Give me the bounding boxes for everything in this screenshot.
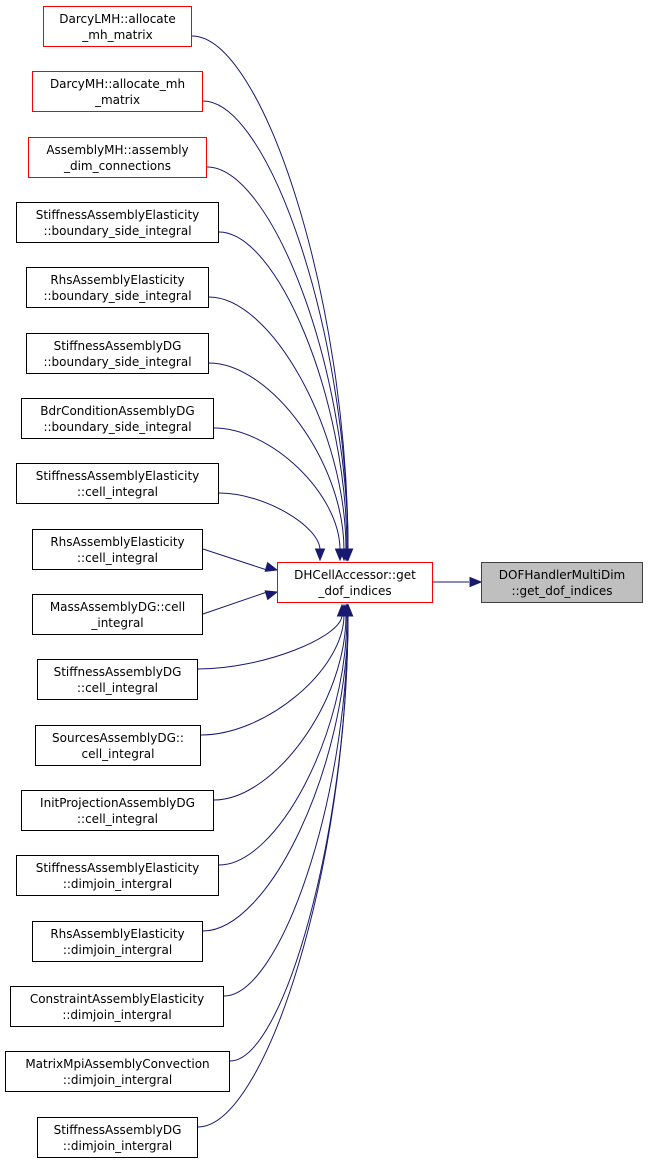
call-edge: [218, 492, 321, 551]
node-label: RhsAssemblyElasticity: [50, 534, 185, 549]
node-caller[interactable]: BdrConditionAssemblyDG::boundary_side_in…: [21, 398, 214, 439]
node-caller[interactable]: InitProjectionAssemblyDG::cell_integral: [21, 790, 214, 831]
node-caller[interactable]: AssemblyMH::assembly _dim_connections: [28, 137, 207, 178]
node-center[interactable]: DHCellAccessor::get _dof_indices: [277, 562, 433, 603]
node-label: DarcyMH::allocate_mh: [49, 76, 186, 91]
node-label: DOFHandlerMultiDim: [498, 567, 626, 582]
node-caller[interactable]: RhsAssemblyElasticity::dimjoin_intergral: [32, 921, 203, 962]
node-caller[interactable]: MassAssemblyDG::cell _integral: [32, 594, 203, 635]
node-label: _mh_matrix: [82, 27, 153, 42]
node-label: DarcyLMH::allocate: [59, 11, 176, 26]
node-label: ConstraintAssemblyElasticity: [29, 991, 205, 1006]
call-edge: [200, 614, 345, 736]
node-caller[interactable]: StiffnessAssemblyElasticity::dimjoin_int…: [16, 855, 219, 896]
node-label: _matrix: [94, 92, 141, 107]
node-label: StiffnessAssemblyDG: [53, 664, 182, 679]
node-label: ::cell_integral: [77, 811, 158, 826]
node-caller[interactable]: RhsAssemblyElasticity::cell_integral: [32, 529, 203, 570]
node-label: ::dimjoin_intergral: [62, 1138, 173, 1153]
call-edge: [208, 362, 345, 551]
node-label: RhsAssemblyElasticity: [50, 272, 185, 287]
arrow-head: [342, 603, 354, 617]
call-edge: [223, 614, 349, 997]
call-edge: [218, 614, 348, 866]
node-caller[interactable]: ConstraintAssemblyElasticity::dimjoin_in…: [10, 986, 224, 1027]
node-label: ::boundary_side_integral: [43, 223, 192, 238]
node-caller[interactable]: MatrixMpiAssemblyConvection::dimjoin_int…: [5, 1051, 230, 1092]
node-caller[interactable]: StiffnessAssemblyElasticity::boundary_si…: [16, 202, 219, 243]
node-target[interactable]: DOFHandlerMultiDim ::get_dof_indices: [481, 562, 643, 603]
node-label: ::cell_integral: [77, 484, 158, 499]
node-label: StiffnessAssemblyDG: [53, 1122, 182, 1137]
node-caller[interactable]: DarcyMH::allocate_mh _matrix: [32, 71, 203, 112]
node-label: StiffnessAssemblyElasticity: [35, 860, 200, 875]
call-edge: [191, 35, 349, 551]
node-caller[interactable]: RhsAssemblyElasticity::boundary_side_int…: [26, 267, 209, 308]
node-caller[interactable]: StiffnessAssemblyDG::boundary_side_integ…: [26, 333, 209, 374]
arrow-head: [264, 590, 279, 601]
call-edge: [197, 614, 349, 1128]
node-caller[interactable]: StiffnessAssemblyDG::cell_integral: [37, 659, 198, 700]
node-caller[interactable]: StiffnessAssemblyDG::dimjoin_intergral: [37, 1117, 198, 1158]
node-label: DHCellAccessor::get: [294, 567, 416, 582]
call-edge: [206, 166, 349, 551]
call-edge: [202, 591, 268, 615]
node-label: AssemblyMH::assembly: [46, 142, 189, 157]
node-label: MatrixMpiAssemblyConvection: [25, 1056, 210, 1071]
node-label: StiffnessAssemblyElasticity: [35, 207, 200, 222]
node-label: _dof_indices: [318, 583, 392, 598]
node-label: StiffnessAssemblyElasticity: [35, 468, 200, 483]
node-label: StiffnessAssemblyDG: [53, 338, 182, 353]
node-label: InitProjectionAssemblyDG: [40, 795, 195, 810]
node-label: ::dimjoin_intergral: [62, 876, 173, 891]
call-edge: [213, 427, 341, 551]
node-label: ::dimjoin_intergral: [62, 942, 173, 957]
call-edge: [208, 296, 347, 551]
node-label: ::cell_integral: [77, 550, 158, 565]
node-label: ::get_dof_indices: [511, 583, 613, 598]
call-edge: [202, 614, 349, 932]
node-label: _dim_connections: [63, 158, 171, 173]
node-caller[interactable]: DarcyLMH::allocate _mh_matrix: [43, 6, 192, 47]
arrow-head: [469, 576, 483, 588]
node-caller[interactable]: SourcesAssemblyDG:: cell_integral: [35, 725, 201, 766]
arrow-head: [264, 561, 279, 572]
node-label: cell_integral: [81, 746, 155, 761]
call-edge: [202, 548, 268, 571]
node-label: MassAssemblyDG::cell: [49, 599, 186, 614]
call-edge: [197, 614, 343, 670]
call-edge: [202, 100, 349, 551]
node-caller[interactable]: StiffnessAssemblyElasticity::cell_integr…: [16, 463, 219, 504]
arrow-head: [334, 548, 346, 562]
node-label: ::boundary_side_integral: [43, 354, 192, 369]
arrow-head: [314, 548, 326, 562]
node-label: ::boundary_side_integral: [43, 288, 192, 303]
node-label: BdrConditionAssemblyDG: [40, 403, 195, 418]
node-label: _integral: [91, 615, 144, 630]
node-label: SourcesAssemblyDG::: [52, 730, 184, 745]
node-label: ::boundary_side_integral: [43, 419, 192, 434]
call-edge: [213, 614, 347, 801]
node-label: ::dimjoin_intergral: [62, 1007, 172, 1022]
node-label: ::dimjoin_intergral: [62, 1072, 173, 1087]
call-edge: [218, 231, 348, 551]
node-label: RhsAssemblyElasticity: [50, 926, 185, 941]
node-label: ::cell_integral: [77, 680, 158, 695]
